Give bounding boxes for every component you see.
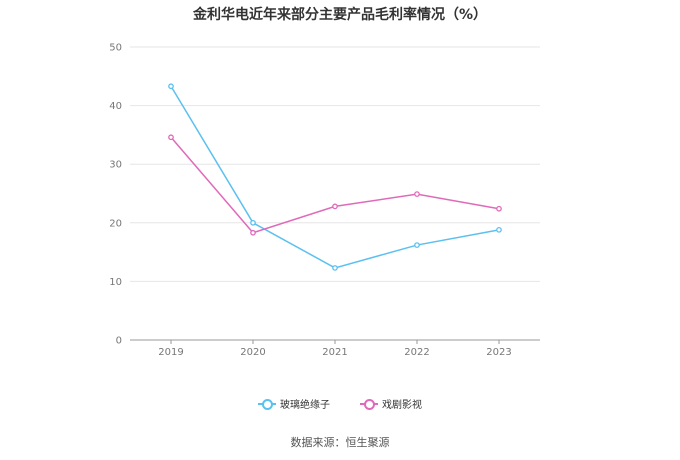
legend-marker-icon [258,398,276,410]
series-group [168,83,502,271]
y-tick-label: 40 [109,101,122,112]
y-tick-label: 30 [109,160,122,171]
line-chart: 0 10 20 30 40 50 2019 2020 2021 2022 2023 [109,43,540,358]
x-tick-label: 2020 [240,347,265,358]
x-tick-label: 2023 [486,347,511,358]
data-point-series-0[interactable] [496,226,502,233]
x-tick-label: 2019 [158,347,183,358]
x-tick-label: 2022 [404,347,429,358]
y-axis: 0 10 20 30 40 50 [109,43,122,347]
data-point-series-1[interactable] [250,229,256,236]
data-point-series-0[interactable] [250,219,256,226]
y-tick-label: 20 [109,218,122,229]
data-point-series-0[interactable] [414,242,420,248]
legend: 玻璃绝缘子 戏剧影视 [0,396,680,411]
grid-lines [130,46,540,282]
x-tick-label: 2021 [322,347,347,358]
legend-label-series-0: 玻璃绝缘子 [280,400,330,411]
legend-item-series-0[interactable]: 玻璃绝缘子 [258,396,330,411]
data-point-series-1[interactable] [168,134,174,141]
y-tick-label: 50 [109,43,122,54]
legend-item-series-1[interactable]: 戏剧影视 [360,396,422,411]
data-point-series-1[interactable] [496,205,502,212]
x-axis: 2019 2020 2021 2022 2023 [130,339,540,358]
y-tick-label: 10 [109,277,122,288]
y-tick-label: 0 [116,336,122,347]
data-point-series-1[interactable] [414,191,420,197]
data-point-series-0[interactable] [168,83,174,90]
legend-label-series-1: 戏剧影视 [382,400,422,411]
data-source-note: 数据来源：恒生聚源 [290,436,390,449]
series-line-1 [170,136,500,234]
legend-marker-icon [360,398,378,410]
data-point-series-0[interactable] [332,265,338,271]
data-point-series-1[interactable] [332,203,338,210]
series-line-0 [170,85,500,269]
chart-title: 金利华电近年来部分主要产品毛利率情况（%） [192,7,488,23]
